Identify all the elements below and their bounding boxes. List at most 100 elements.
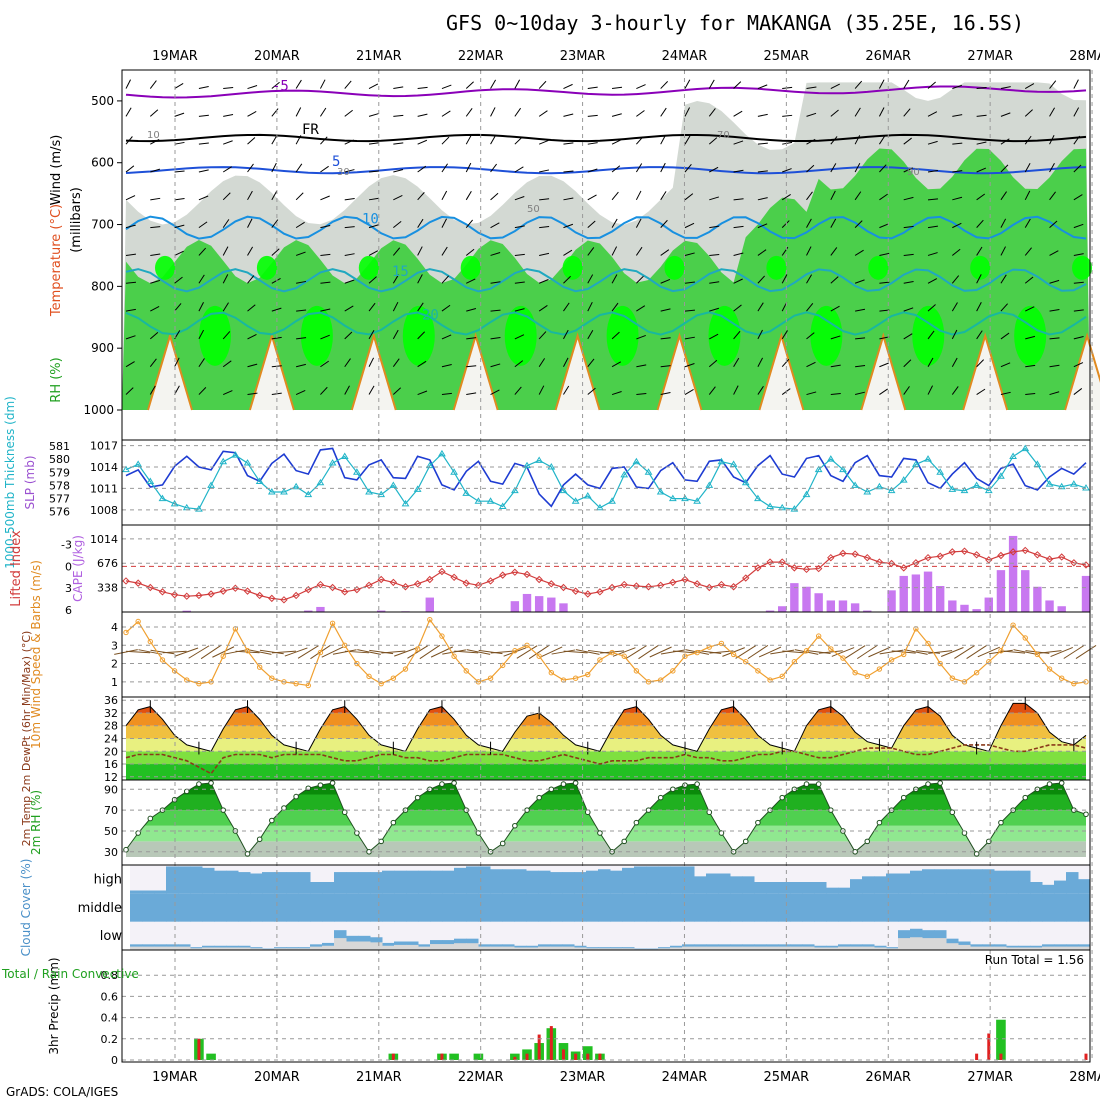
rh-point	[414, 794, 421, 801]
thickness-point	[122, 465, 130, 473]
cloud-low-patch	[526, 947, 539, 950]
rh-core	[402, 305, 435, 366]
wind-barb	[806, 191, 813, 201]
wind-barb	[976, 246, 983, 256]
cloud-bar-middle	[586, 893, 599, 922]
li-point	[766, 558, 774, 566]
wind-barb	[854, 279, 865, 284]
wind-barb	[320, 308, 331, 312]
rh-point	[682, 782, 688, 788]
wind-barb	[441, 218, 447, 228]
wind-barb	[747, 644, 769, 660]
wind-barb	[757, 249, 767, 256]
wind-barb	[733, 252, 744, 256]
wind-barb	[660, 365, 671, 368]
wind-barb	[490, 650, 515, 654]
cloud-bar-middle	[742, 893, 755, 922]
wind-barb	[855, 364, 866, 368]
cape-bar	[522, 593, 532, 612]
cape-bar	[887, 590, 896, 612]
cloud-low-patch	[142, 946, 155, 950]
wind-barb	[660, 308, 671, 312]
wind-barb	[222, 166, 232, 173]
cape-bar	[1057, 606, 1066, 612]
thickness-point	[972, 481, 981, 488]
wind-barb	[538, 385, 545, 395]
wind-barb	[806, 218, 812, 228]
ylabel-part: RH (%)	[49, 357, 64, 402]
wind-barb	[1024, 83, 1035, 89]
cloud-bar-middle	[1066, 893, 1079, 922]
wind-barb	[952, 142, 963, 145]
wind-barb	[150, 139, 160, 145]
precip-bar-convective	[574, 1053, 578, 1060]
li-tick-label: 6	[65, 604, 72, 617]
wind-barb	[393, 387, 402, 395]
cloud-bar-middle	[922, 893, 935, 922]
wind-barb	[296, 309, 307, 312]
cape-bar	[960, 604, 969, 612]
slp-tick-label: 1014	[90, 461, 118, 474]
cloud-low-patch	[130, 946, 143, 950]
wind-barb	[503, 647, 527, 657]
warm-isotherm	[656, 332, 703, 411]
wind-barb	[417, 139, 428, 145]
wind-barb	[271, 81, 280, 89]
wind-barb	[271, 336, 282, 340]
wind-barb	[952, 170, 963, 173]
wind-barb	[879, 164, 887, 173]
wind-barb	[259, 649, 284, 655]
wind-barb	[709, 166, 719, 173]
wind-barb	[465, 108, 473, 117]
wind-barb	[417, 360, 427, 368]
temp-tick-label: 36	[104, 694, 118, 707]
wind-barb	[539, 226, 550, 229]
wind-barb	[879, 362, 889, 368]
cape-ylabel-text: CAPE (J/kg)	[71, 535, 85, 602]
wind-barb	[417, 113, 428, 117]
wind-barb	[466, 308, 477, 312]
wind-barb	[563, 385, 570, 395]
cloud-bar-high	[850, 879, 863, 894]
date-label-bottom: 28MAR	[1069, 1070, 1100, 1085]
cloud-bar-high	[718, 873, 731, 894]
wind-barb	[660, 135, 666, 145]
cloud-bar-high	[814, 882, 827, 894]
wind-barb	[295, 251, 306, 256]
wind-barb	[868, 646, 891, 658]
cloud-bar-middle	[502, 893, 515, 922]
dry-spike	[861, 335, 906, 410]
wind-barb	[976, 302, 982, 312]
thickness-point	[1045, 480, 1054, 487]
wind-point	[451, 653, 457, 659]
wind-barb	[490, 252, 501, 256]
wind-barb	[611, 113, 622, 117]
wind-barb	[782, 86, 793, 90]
wind-barb	[125, 253, 136, 256]
thickness-tick-label: 578	[49, 479, 70, 492]
thickness-point	[1082, 484, 1090, 491]
rh-point	[572, 780, 579, 786]
rh-core	[155, 255, 175, 280]
thickness-point	[559, 486, 568, 494]
wind-barb	[297, 645, 319, 659]
li-point	[1045, 555, 1054, 563]
temp-band	[126, 764, 1086, 780]
cloud-bar-middle	[670, 893, 683, 922]
precip-ylabel: 3hr Precip (mm)	[47, 957, 61, 1054]
wind-point	[755, 668, 761, 674]
wind-barb	[1025, 393, 1036, 396]
cloud-low-patch	[442, 944, 455, 950]
wind-barb	[490, 389, 500, 395]
isotherm-line	[125, 85, 1087, 99]
cloud-bar-middle	[322, 893, 335, 922]
wind-barb	[636, 110, 645, 117]
thickness-point	[535, 456, 544, 463]
wind-barb	[344, 253, 355, 256]
li-point	[219, 587, 227, 595]
li-point	[146, 583, 155, 592]
rh-contour-label: 30	[337, 167, 350, 178]
li-point	[863, 553, 871, 562]
rh-point	[803, 781, 810, 787]
date-label-top: 19MAR	[152, 49, 198, 64]
